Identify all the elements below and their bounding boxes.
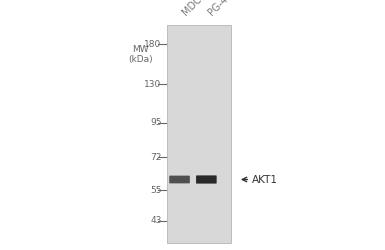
Text: 180: 180	[144, 40, 162, 48]
Text: MDCK: MDCK	[180, 0, 208, 18]
Text: 95: 95	[150, 118, 162, 127]
Bar	[167, 25, 231, 242]
Text: AKT1: AKT1	[252, 174, 278, 184]
Text: MW
(kDa): MW (kDa)	[128, 45, 153, 64]
Text: PG-4: PG-4	[206, 0, 230, 18]
FancyBboxPatch shape	[169, 176, 190, 184]
Text: 43: 43	[150, 216, 162, 225]
Text: 72: 72	[150, 152, 162, 162]
Text: 55: 55	[150, 186, 162, 195]
FancyBboxPatch shape	[196, 176, 217, 184]
Text: 130: 130	[144, 80, 162, 89]
